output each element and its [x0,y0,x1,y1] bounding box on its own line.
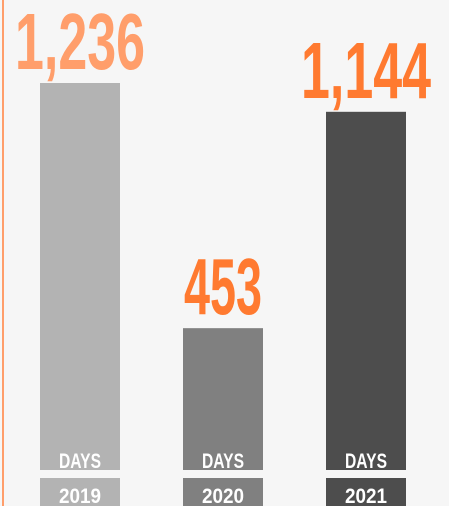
bar [183,328,263,470]
unit-label: DAYS [345,450,387,473]
bar [40,83,120,470]
category-box [183,478,263,506]
category-box [326,478,406,506]
value-label: 1,144 [301,26,431,115]
bar [326,111,406,471]
unit-label: DAYS [59,450,101,473]
value-label: 453 [184,242,262,331]
unit-label: DAYS [202,450,244,473]
category-label: 2019 [59,485,101,506]
category-label: 2021 [345,485,387,506]
value-label: 1,236 [15,0,145,86]
category-box [40,478,120,506]
category-label: 2020 [202,485,244,506]
